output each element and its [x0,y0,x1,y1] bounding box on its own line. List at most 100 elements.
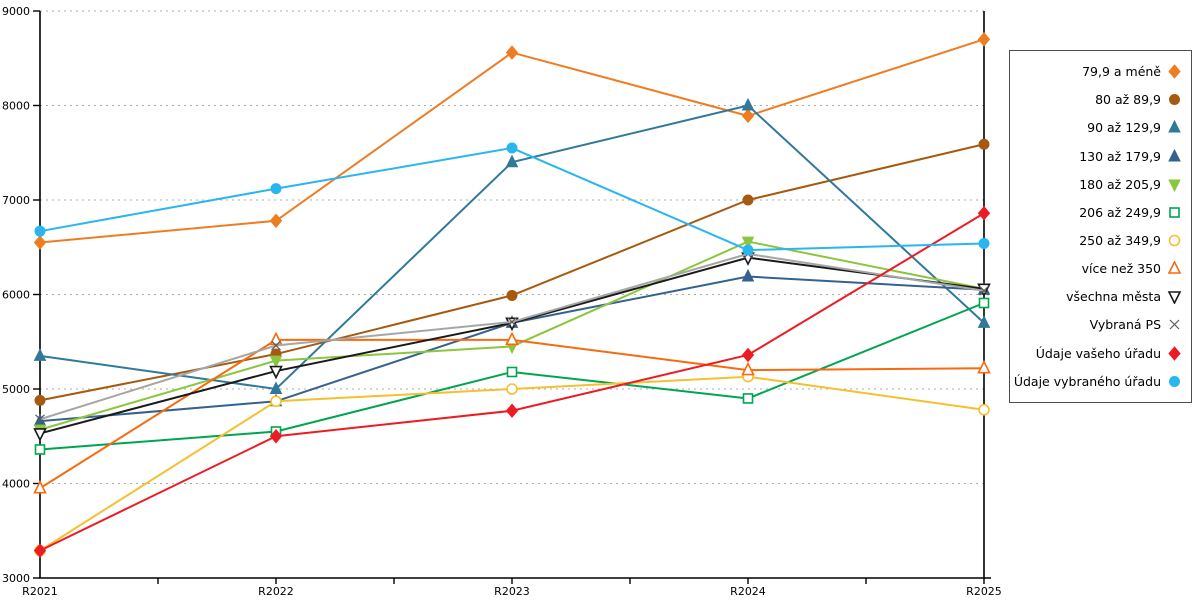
data-point-marker [34,444,46,455]
legend-label: 250 až 349,9 [1079,232,1161,248]
legend-item: 90 až 129,9 [1010,120,1191,135]
legend-item: více než 350 [1010,261,1191,276]
legend-label: 130 až 179,9 [1079,148,1161,164]
series-line [39,212,985,552]
data-point-marker [741,347,755,363]
legend-label: Vybraná PS [1089,317,1161,333]
data-point-marker [505,45,519,60]
data-point-marker [269,213,283,229]
series-v-ce-ne-350 [33,331,991,494]
data-point-marker [33,543,47,558]
legend-label: 180 až 205,9 [1079,176,1161,192]
series-250-a-349-9 [34,370,990,557]
x-tick-label: R2023 [494,585,530,598]
legend-item: Vybraná PS [1010,317,1191,332]
series--daje-va-eho-adu [33,205,991,558]
legend-item: 180 až 205,9 [1010,177,1191,192]
legend-item: 250 až 349,9 [1010,233,1191,248]
legend-label: Údaje vybraného úřadu [1013,373,1161,389]
data-point-marker [269,355,283,369]
legend-item: 206 až 249,9 [1010,205,1191,220]
data-point-marker [741,268,755,282]
data-point-marker [33,235,47,250]
data-point-marker [742,194,754,206]
data-point-marker [742,244,754,256]
data-point-marker [270,395,282,408]
y-tick-label: 5000 [2,383,30,396]
series--daje-vybran-ho-adu [34,142,990,256]
data-point-marker [506,289,518,301]
data-point-marker [34,225,46,237]
data-point-marker [977,32,991,47]
series-line [39,38,985,244]
legend-marker-triangle-down-icon [1168,179,1181,192]
legend-label: 80 až 89,9 [1095,92,1161,108]
data-point-marker [35,414,45,425]
y-tick-label: 9000 [2,5,30,18]
data-point-marker [33,348,47,361]
data-point-marker [33,479,47,494]
y-tick-label: 4000 [2,478,30,491]
legend-item: Údaje vybraného úřadu [1010,374,1191,389]
data-point-marker [978,403,990,416]
x-tick-label: R2025 [966,585,1002,598]
legend-marker-circle-icon [1169,94,1180,106]
legend-label: všechna města [1066,289,1161,305]
legend-item: všechna města [1010,289,1191,305]
legend-item: 80 až 89,9 [1010,92,1191,107]
legend-label: 90 až 129,9 [1087,120,1161,136]
data-point-marker [506,366,518,378]
data-point-marker [977,205,991,221]
data-point-marker [506,142,518,154]
data-point-marker [34,394,46,406]
data-point-marker [506,383,518,395]
x-tick-label: R2022 [258,585,294,598]
data-point-marker [977,359,991,374]
series-80-a-89-9 [34,138,990,406]
data-point-marker [270,183,282,195]
legend-marker-triangle-up-icon [1167,261,1182,274]
y-tick-label: 6000 [2,289,30,302]
legend-marker-x-icon [1169,319,1180,330]
data-point-marker [505,403,519,419]
series-line [39,143,985,402]
x-tick-label: R2024 [730,585,766,598]
x-tick-label: R2021 [22,585,58,598]
data-point-marker [978,138,990,150]
data-point-marker [269,428,283,444]
data-point-marker [978,297,990,309]
series-line [39,375,985,552]
legend-marker-triangle-up-icon [1168,148,1181,162]
data-point-marker [33,428,47,442]
legend-marker-diamond-icon [1168,345,1181,361]
legend-marker-triangle-up-icon [1168,120,1181,133]
legend-item: 79,9 a méně [1010,64,1191,79]
y-axis-ticks: 3000 4000 5000 6000 7000 8000 9000 [2,5,40,585]
legend-item: 130 až 179,9 [1010,148,1191,164]
y-tick-label: 7000 [2,194,30,207]
data-point-marker [978,237,990,249]
y-tick-label: 8000 [2,100,30,113]
legend-marker-square-icon [1169,207,1180,218]
legend-label: Údaje vašeho úřadu [1035,345,1161,361]
y-tick-label: 3000 [2,572,30,585]
data-point-marker [977,315,991,328]
data-point-marker [741,236,755,250]
data-point-marker [979,285,989,296]
legend-marker-circle-icon [1168,234,1181,247]
series-79-9-a-m-n- [33,32,991,250]
data-point-marker [741,108,755,124]
legend-box: 79,9 a méně 80 až 89,9 90 až 129,9 130 až 1… [1009,50,1192,403]
data-point-marker [507,316,517,327]
data-point-marker [269,381,283,394]
legend-label: 79,9 a méně [1082,64,1161,80]
legend-label: 206 až 249,9 [1079,204,1161,220]
data-point-marker [505,331,519,346]
legend-item: Údaje vašeho úřadu [1010,346,1191,361]
legend-label: více než 350 [1081,261,1161,277]
series-90-a-129-9 [33,97,991,394]
data-point-marker [271,340,281,351]
x-axis-ticks: R2021 R2022 R2023 R2024 R2025 [22,578,1002,598]
